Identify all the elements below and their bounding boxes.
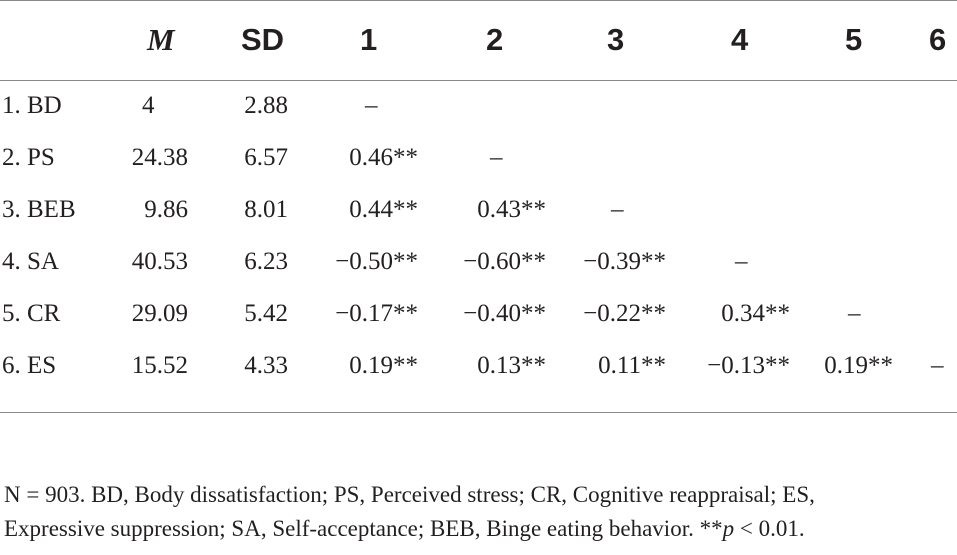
table-cell: 0.43** [477,196,546,223]
table-cell: 8.01 [244,196,288,223]
table-cell: −0.40** [463,300,546,327]
table-cell: – [365,92,378,119]
table-cell: 6.23 [244,248,288,275]
table-cell: – [735,248,748,275]
footnote-line-1: N = 903. BD, Body dissatisfaction; PS, P… [4,482,815,507]
table-cell: 6.57 [244,144,288,171]
table-cell: 24.38 [131,144,188,171]
table-cell: −0.17** [335,300,418,327]
table-cell: 2.88 [244,92,288,119]
table-cell: −0.22** [583,300,666,327]
table-cell: −0.13** [707,352,790,379]
row-label: 5. CR [2,300,61,327]
table-cell: 4 [142,92,155,119]
table-cell: 0.44** [349,196,418,223]
table-cell: – [931,352,944,379]
header-rule [0,80,957,81]
table-cell: −0.50** [335,248,418,275]
header-mean: M [147,22,175,57]
row-label: 6. ES [2,352,57,379]
table-cell: −0.60** [463,248,546,275]
row-label: 1. BD [2,92,62,119]
row-label: 3. BEB [2,196,76,223]
table-cell: 0.13** [477,352,546,379]
table-cell: – [490,144,503,171]
row-label: 2. PS [2,144,55,171]
header-sd: SD [241,22,285,57]
table-cell: 15.52 [131,352,188,379]
header-col-5: 5 [845,22,863,57]
table-cell: 0.19** [824,352,893,379]
bottom-rule [0,412,957,413]
header-col-3: 3 [607,22,625,57]
table-cell: 5.42 [244,300,288,327]
table-cell: −0.39** [583,248,666,275]
table-cell: 9.86 [144,196,188,223]
header-col-6: 6 [929,22,947,57]
footnote-p-symbol: p [722,516,735,541]
table-cell: 0.11** [598,352,666,379]
header-col-4: 4 [731,22,749,57]
table-cell: 4.33 [244,352,288,379]
footnote-threshold: < 0.01. [734,516,805,541]
table-cell: 0.19** [349,352,418,379]
row-label: 4. SA [2,248,59,275]
header-col-2: 2 [486,22,504,57]
table-cell: – [611,196,624,223]
table-cell: – [848,300,861,327]
table-cell: 0.46** [349,144,418,171]
footnote-line-2-text: Expressive suppression; SA, Self-accepta… [4,516,723,541]
header-col-1: 1 [360,22,378,57]
top-rule [0,0,957,1]
table-cell: 0.34** [721,300,790,327]
footnote-line-2: Expressive suppression; SA, Self-accepta… [4,514,805,544]
table-cell: 40.53 [131,248,188,275]
table-cell: 29.09 [131,300,188,327]
